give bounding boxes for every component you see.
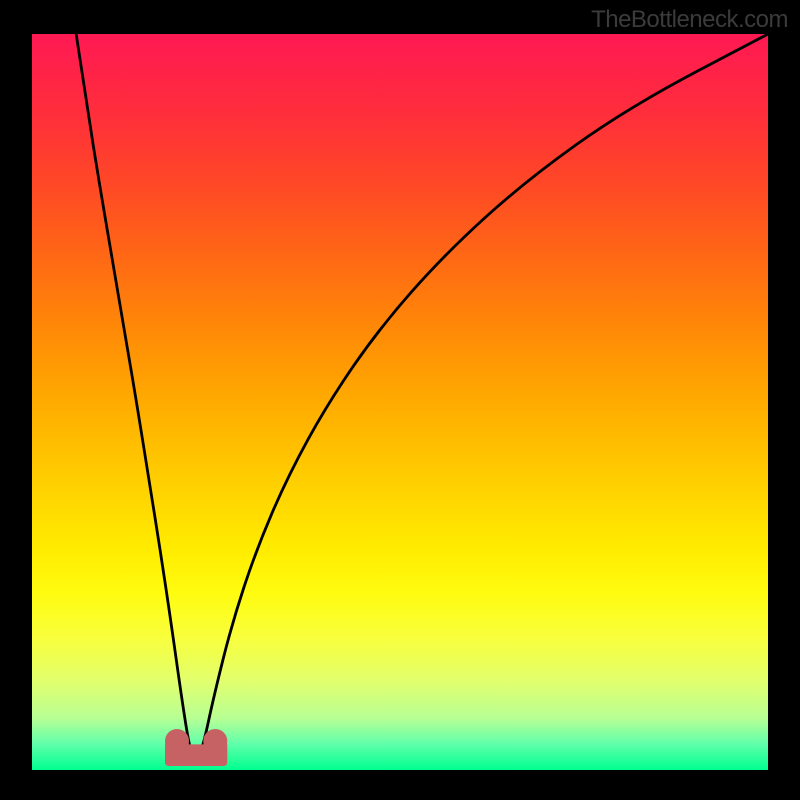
plot-area: [32, 34, 768, 770]
watermark-label: TheBottleneck.com: [591, 6, 788, 34]
background-gradient: [32, 34, 768, 770]
curve-path: [76, 34, 768, 759]
marker-left-cap: [165, 729, 189, 753]
marker-connector: [165, 744, 227, 766]
chart-container: TheBottleneck.com: [0, 0, 800, 800]
marker-right-bar: [203, 741, 227, 766]
marker-right-cap: [203, 729, 227, 753]
bottleneck-curve: [32, 34, 768, 770]
optimal-marker: [32, 34, 768, 770]
marker-left-bar: [165, 741, 189, 766]
